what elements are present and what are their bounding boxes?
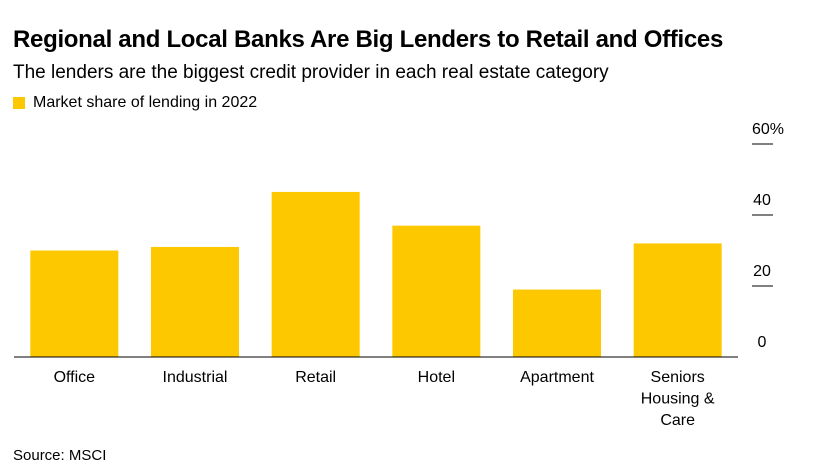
y-tick-label: 0 bbox=[758, 334, 767, 351]
chart-title: Regional and Local Banks Are Big Lenders… bbox=[13, 26, 724, 53]
bar-office bbox=[30, 250, 119, 357]
x-category-label: Seniors Housing & Care bbox=[641, 369, 715, 429]
bar-retail bbox=[271, 191, 360, 357]
x-category-label: Apartment bbox=[520, 369, 594, 386]
x-category-label: Industrial bbox=[163, 369, 228, 386]
bar-industrial bbox=[151, 246, 239, 357]
x-category-label: Hotel bbox=[418, 369, 455, 386]
bar-hotel bbox=[392, 225, 481, 357]
legend-swatch bbox=[13, 97, 25, 109]
bar-seniors-housing-care bbox=[633, 243, 722, 357]
y-tick-label: 20 bbox=[753, 263, 771, 280]
legend-label: Market share of lending in 2022 bbox=[33, 94, 258, 111]
y-tick-label: 60% bbox=[752, 121, 784, 138]
source-note: Source: MSCI bbox=[13, 447, 107, 464]
chart-subtitle: The lenders are the biggest credit provi… bbox=[13, 62, 609, 83]
x-category-label: Office bbox=[54, 369, 96, 386]
bar-apartment bbox=[513, 289, 601, 357]
chart-legend: Market share of lending in 2022 bbox=[13, 94, 257, 112]
x-category-label: Retail bbox=[295, 369, 336, 386]
y-tick-label: 40 bbox=[753, 192, 771, 209]
